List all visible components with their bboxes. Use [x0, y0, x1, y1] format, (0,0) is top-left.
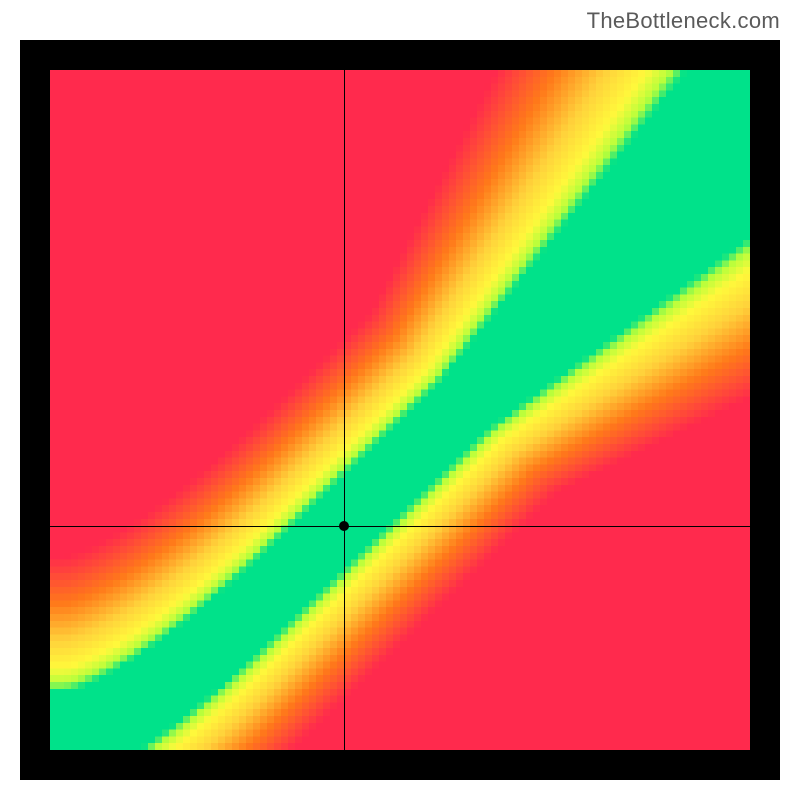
watermark-text: TheBottleneck.com — [587, 8, 780, 34]
stage: TheBottleneck.com — [0, 0, 800, 800]
heatmap-canvas — [50, 70, 750, 750]
chart-outer-frame — [20, 40, 780, 780]
crosshair-marker — [339, 521, 349, 531]
crosshair-horizontal — [50, 526, 750, 527]
crosshair-vertical — [344, 70, 345, 750]
heatmap-plot — [50, 70, 750, 750]
